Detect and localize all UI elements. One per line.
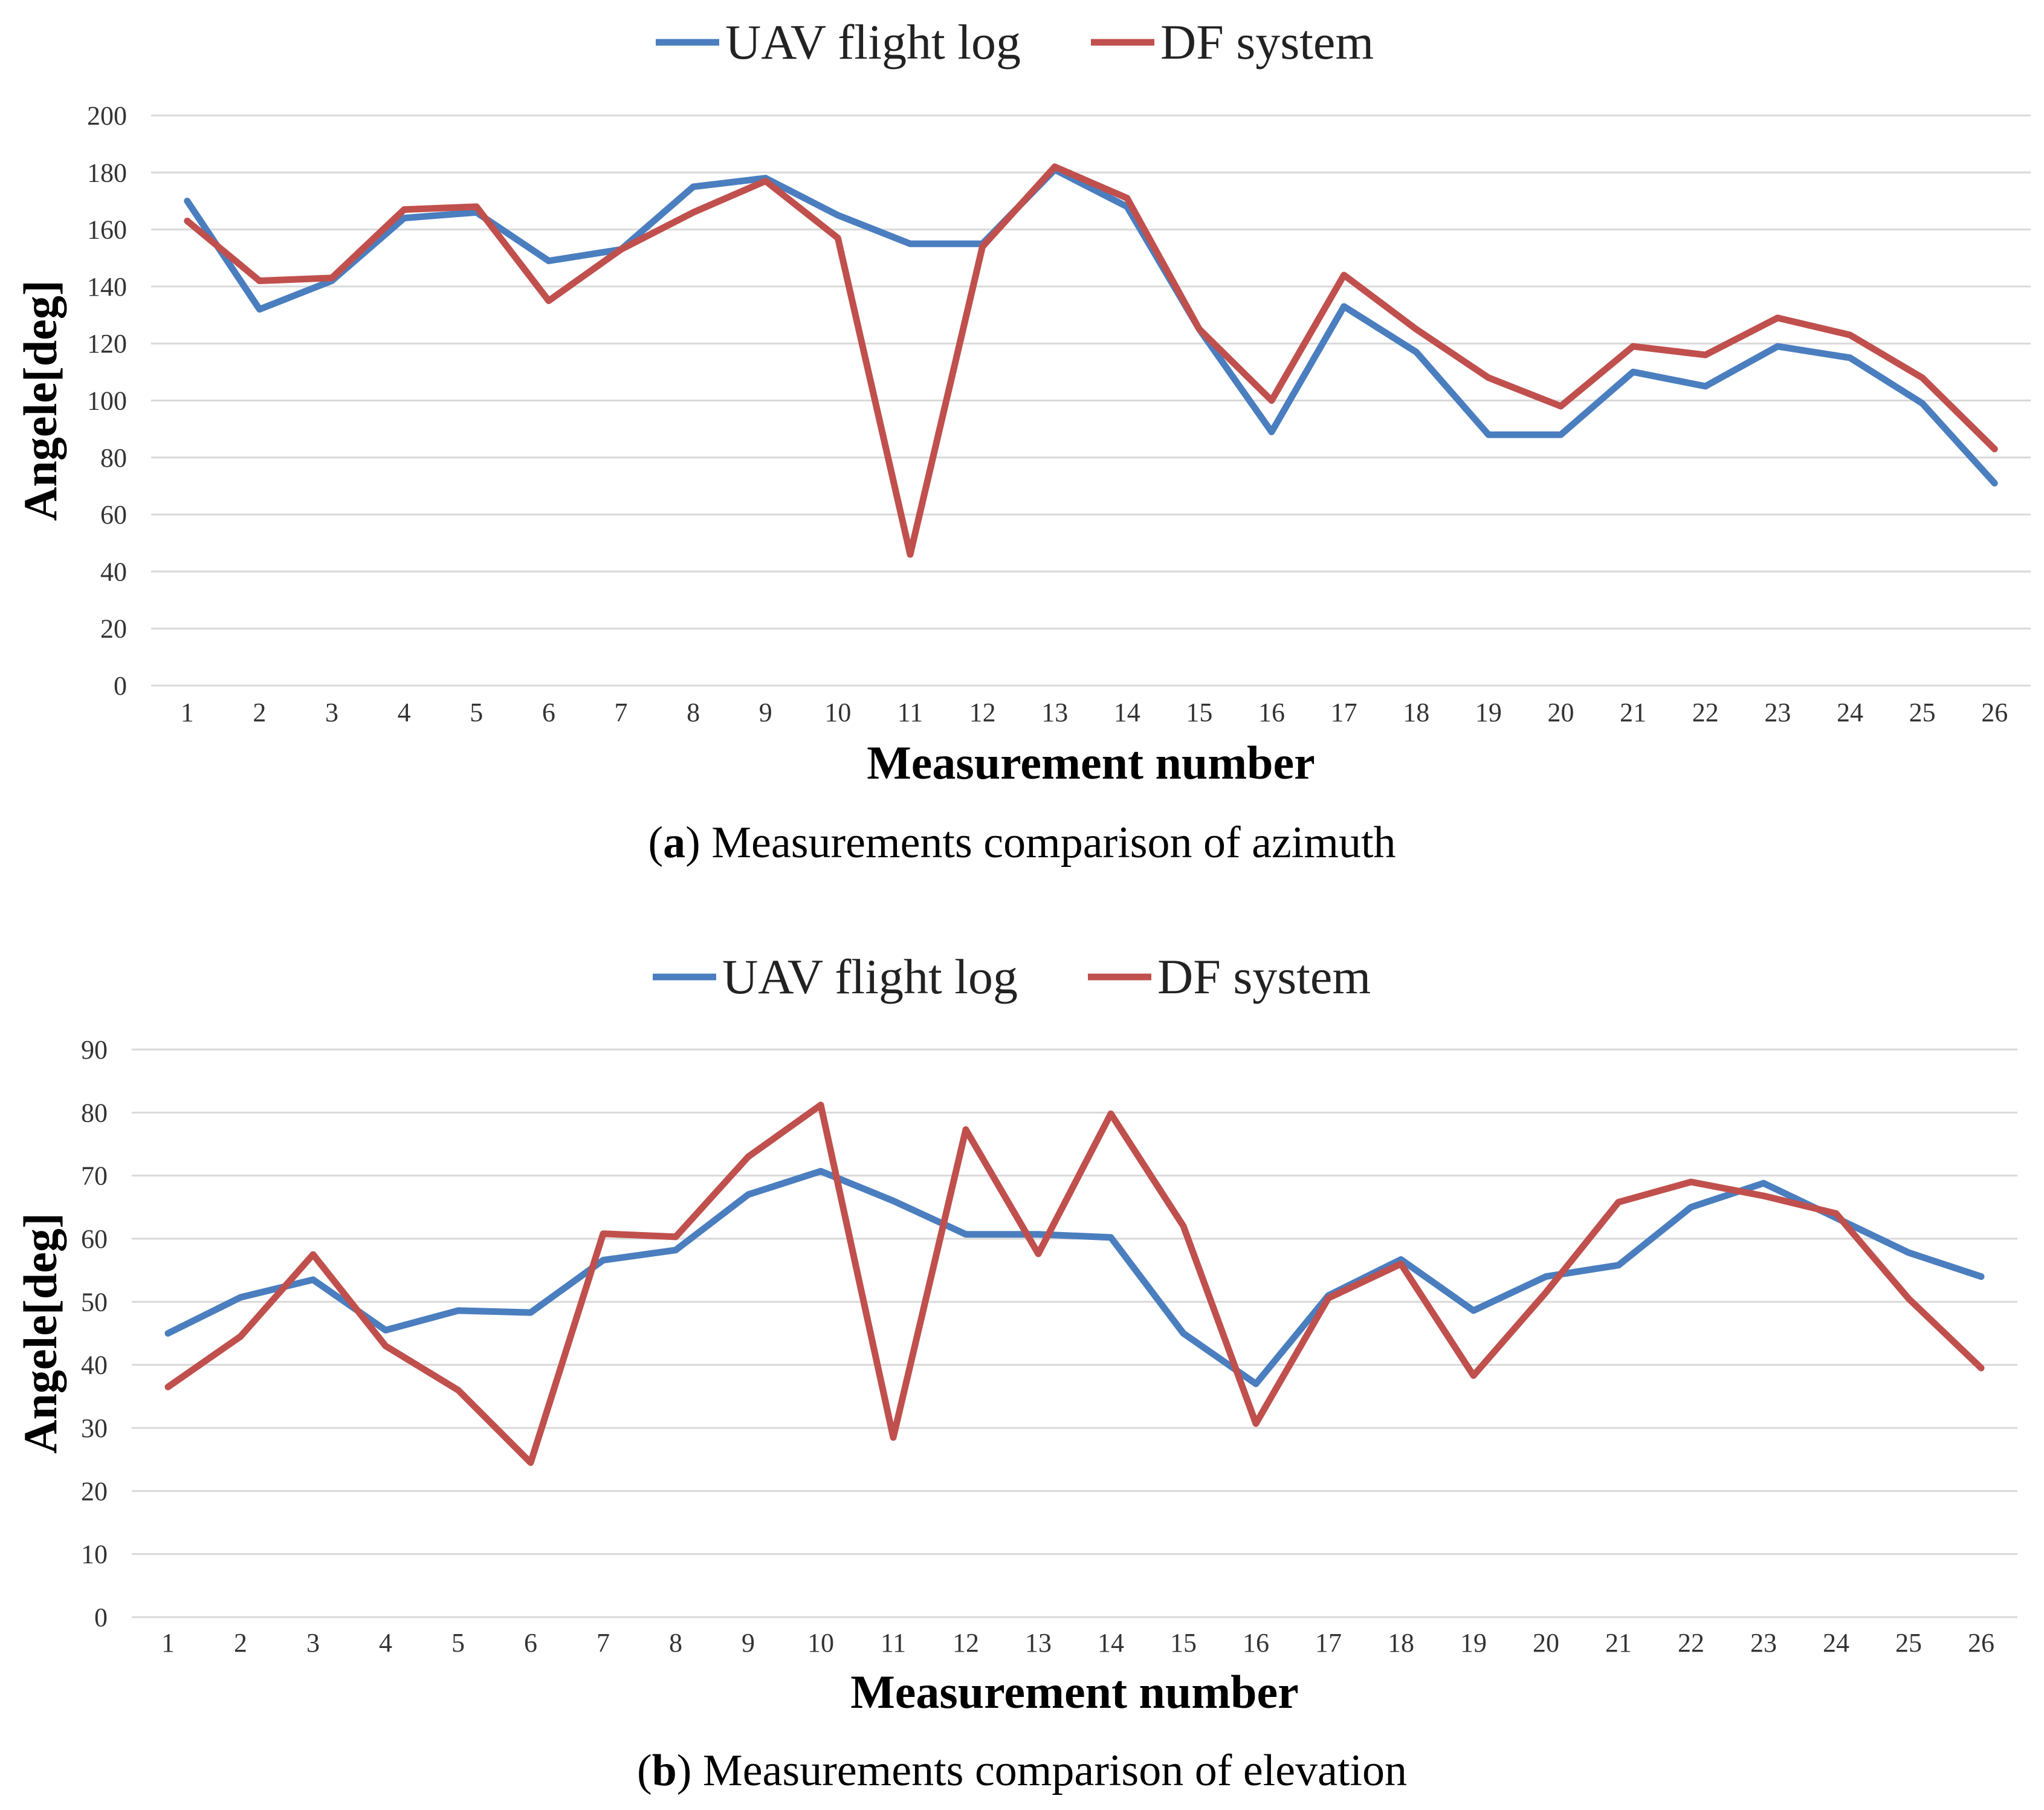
x-tick-label: 10	[807, 1628, 834, 1658]
x-tick-label: 15	[1186, 698, 1212, 727]
x-tick-label: 13	[1025, 1628, 1052, 1658]
series-line-uav-flight-log	[164, 1167, 1985, 1387]
x-tick-label: 5	[451, 1628, 465, 1658]
x-tick-label: 4	[379, 1628, 392, 1658]
y-tick-label: 80	[81, 1098, 108, 1127]
x-tick-label: 8	[669, 1628, 682, 1658]
y-axis-title: Angele[deg]	[14, 1213, 66, 1454]
x-tick-label: 18	[1403, 698, 1429, 727]
x-tick-label: 17	[1315, 1628, 1342, 1658]
x-tick-label: 22	[1678, 1628, 1704, 1658]
y-tick-label: 30	[81, 1413, 108, 1443]
x-tick-label: 23	[1764, 698, 1791, 727]
x-tick-label: 22	[1692, 698, 1719, 727]
y-tick-label: 180	[87, 158, 127, 187]
y-tick-label: 10	[81, 1540, 108, 1569]
x-tick-label: 21	[1605, 1628, 1632, 1658]
x-tick-label: 7	[615, 698, 628, 727]
x-tick-label: 3	[306, 1628, 320, 1658]
y-tick-label: 160	[87, 215, 127, 245]
caption-text: ) Measurements comparison of azimuth	[685, 818, 1396, 868]
x-tick-label: 4	[398, 698, 411, 727]
x-tick-label: 24	[1837, 698, 1863, 727]
x-axis-title: Measurement number	[867, 736, 1315, 789]
x-axis-title: Measurement number	[850, 1666, 1299, 1718]
x-tick-label: 9	[759, 698, 772, 727]
y-axis-title: Angele[deg]	[14, 280, 66, 521]
x-tick-label: 25	[1909, 698, 1936, 727]
series-line-df-system	[164, 1101, 1985, 1466]
x-tick-label: 17	[1331, 698, 1357, 727]
x-tick-label: 26	[1981, 698, 2008, 727]
caption-label: b	[652, 1746, 677, 1795]
x-tick-label: 18	[1388, 1628, 1414, 1658]
x-tick-label: 26	[1968, 1628, 1994, 1658]
x-tick-label: 6	[542, 698, 555, 727]
x-tick-label: 15	[1170, 1628, 1197, 1658]
x-tick-label: 19	[1475, 698, 1502, 727]
x-tick-label: 1	[161, 1628, 175, 1658]
x-tick-label: 8	[687, 698, 700, 727]
y-tick-label: 20	[81, 1476, 108, 1506]
x-tick-label: 3	[325, 698, 338, 727]
y-tick-label: 200	[87, 101, 127, 131]
figure-caption: (b) Measurements comparison of elevation	[637, 1746, 1407, 1795]
y-tick-label: 100	[87, 386, 127, 416]
x-tick-label: 7	[597, 1628, 610, 1658]
x-tick-label: 11	[881, 1628, 906, 1658]
y-tick-label: 80	[100, 443, 127, 473]
y-tick-label: 70	[81, 1161, 108, 1191]
x-tick-label: 19	[1460, 1628, 1487, 1658]
x-tick-label: 21	[1620, 698, 1646, 727]
figure-caption: (a) Measurements comparison of azimuth	[648, 818, 1396, 868]
x-tick-label: 2	[234, 1628, 247, 1658]
x-tick-label: 1	[181, 698, 194, 727]
x-tick-label: 20	[1548, 698, 1574, 727]
x-tick-label: 25	[1895, 1628, 1922, 1658]
x-tick-label: 13	[1041, 698, 1068, 727]
x-tick-label: 9	[742, 1628, 755, 1658]
x-tick-label: 5	[470, 698, 483, 727]
legend: UAV flight log DF system	[653, 949, 1371, 1004]
y-tick-label: 60	[100, 500, 127, 530]
caption-text: ) Measurements comparison of elevation	[677, 1746, 1407, 1795]
x-tick-label: 2	[253, 698, 266, 727]
x-tick-label: 10	[824, 698, 851, 727]
y-tick-label: 20	[100, 614, 127, 644]
x-tick-label: 11	[897, 698, 923, 727]
x-tick-label: 14	[1098, 1628, 1124, 1658]
x-tick-label: 12	[969, 698, 996, 727]
x-tick-label: 16	[1258, 698, 1285, 727]
x-tick-label: 12	[952, 1628, 979, 1658]
x-tick-label: 16	[1243, 1628, 1269, 1658]
y-tick-label: 0	[94, 1603, 108, 1632]
y-tick-label: 90	[81, 1035, 108, 1065]
series-line-uav-flight-log	[184, 166, 1998, 487]
x-tick-label: 14	[1114, 698, 1140, 727]
y-tick-label: 0	[114, 671, 127, 701]
x-tick-label: 6	[524, 1628, 537, 1658]
y-tick-label: 40	[81, 1351, 108, 1380]
y-tick-label: 120	[87, 329, 127, 358]
x-tick-label: 24	[1823, 1628, 1849, 1658]
caption-label: a	[663, 818, 685, 868]
y-tick-label: 50	[81, 1287, 108, 1317]
y-tick-label: 60	[81, 1224, 108, 1254]
x-tick-label: 23	[1750, 1628, 1777, 1658]
legend-label-df: DF system	[1160, 15, 1374, 70]
legend-label-uav: UAV flight log	[722, 949, 1018, 1004]
legend-label-uav: UAV flight log	[725, 15, 1021, 70]
y-tick-label: 40	[100, 557, 127, 586]
legend: UAV flight log DF system	[656, 15, 1374, 70]
y-tick-label: 140	[87, 272, 127, 302]
x-tick-label: 20	[1533, 1628, 1559, 1658]
legend-label-df: DF system	[1157, 949, 1371, 1004]
series-line-df-system	[184, 163, 1998, 558]
